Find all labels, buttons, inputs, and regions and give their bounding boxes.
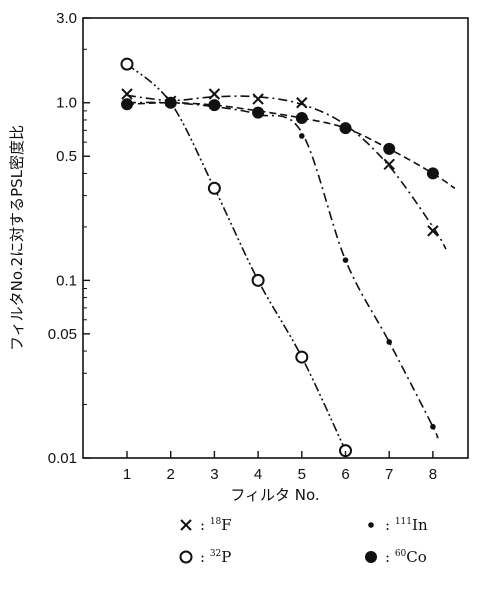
legend-item-111In: : 111In [368,516,428,534]
point-60Co [208,99,221,112]
legend-marker-18F [180,519,192,531]
point-60Co [121,98,133,111]
x-axis: 1 2 3 4 5 6 7 8 [123,451,437,483]
legend-marker-32P [179,550,193,564]
x-tick-label: 7 [385,466,393,483]
y-tick-label: 0.5 [56,148,77,165]
point-60Co [383,142,396,155]
series-line-111In [126,101,439,439]
series-markers [120,57,439,458]
point-111In [342,257,349,263]
legend-label: : 32P [200,548,231,566]
point-60Co [339,122,352,135]
y-axis: 3.0 1.0 0.5 0.1 0.05 0.01 [48,10,90,467]
point-18F [383,158,395,171]
point-18F [208,88,221,100]
point-60Co [295,112,308,125]
point-32P [295,350,309,364]
x-tick-label: 6 [341,466,349,483]
y-axis-title: フィルタNo.2に対するPSL密度比 [8,125,26,351]
point-18F [427,225,439,237]
legend-item-60Co: : 60Co [365,548,427,566]
x-axis-title: フィルタ No. [230,486,319,504]
point-32P [120,57,134,71]
x-tick-label: 5 [298,466,306,483]
x-tick-label: 3 [210,466,218,483]
point-18F [252,93,264,105]
y-tick-label: 0.1 [56,272,77,289]
point-18F [121,88,133,100]
y-tick-label: 1.0 [56,95,77,112]
x-tick-label: 4 [254,466,262,483]
x-tick-label: 8 [429,466,437,483]
point-60Co [252,106,265,119]
point-18F [296,97,308,109]
point-60Co [164,96,177,109]
point-32P [207,181,221,195]
legend-label: : 111In [385,516,428,534]
point-111In [299,133,305,139]
legend-item-18F: : 18F [180,516,232,534]
point-111In [430,423,436,430]
y-tick-label: 0.05 [48,326,77,343]
plot-frame [82,17,469,459]
y-tick-label: 0.01 [48,450,77,467]
point-111In [386,339,393,345]
legend-item-32P: : 32P [179,548,231,566]
series-curves [126,63,456,451]
series-line-60Co [126,101,456,189]
x-tick-label: 1 [123,466,131,483]
point-60Co [426,167,439,180]
legend-label: : 18F [200,516,232,534]
legend-marker-60Co [365,551,377,563]
legend-label: : 60Co [385,548,427,566]
legend-marker-111In [368,522,374,528]
x-tick-label: 2 [167,466,175,483]
y-tick-label: 3.0 [56,10,77,27]
series-line-32P [126,63,347,451]
legend: : 18F : 32P : 111In : 60Co [179,516,428,566]
series-line-18F [126,94,447,250]
point-32P [251,273,265,287]
